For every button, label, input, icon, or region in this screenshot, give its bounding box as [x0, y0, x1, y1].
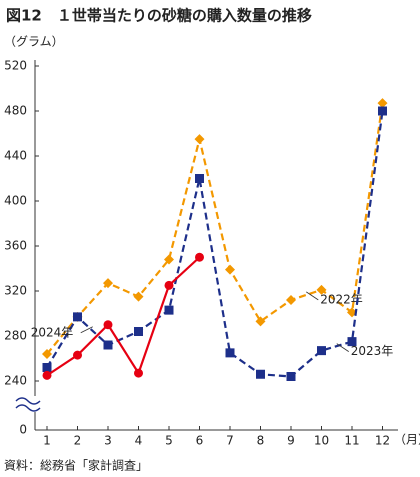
- x-tick-label: 10: [314, 434, 329, 448]
- marker: [164, 305, 174, 315]
- marker: [164, 254, 174, 265]
- x-tick-label: 4: [135, 434, 143, 448]
- marker: [195, 252, 204, 262]
- axis-break: [15, 397, 41, 405]
- x-axis-label: （月）: [394, 433, 420, 447]
- marker: [316, 284, 327, 295]
- marker: [195, 174, 204, 183]
- marker: [103, 278, 113, 289]
- marker: [73, 312, 82, 322]
- y-tick-label: 240: [4, 374, 27, 388]
- x-tick-label: 9: [287, 434, 295, 448]
- y-tick-label: 320: [4, 284, 27, 298]
- marker: [103, 340, 113, 350]
- marker: [42, 349, 52, 359]
- chart-title: 図12 １世帯当たりの砂糖の購入数量の推移: [6, 7, 312, 25]
- legend-label: 2024年: [31, 325, 74, 339]
- legend-leader: [306, 291, 319, 301]
- marker: [286, 372, 296, 381]
- x-tick-label: 3: [104, 434, 112, 448]
- legend-label: 2022年: [320, 292, 363, 306]
- x-tick-label: 5: [165, 434, 173, 448]
- y-tick-label: 440: [4, 149, 27, 163]
- source: 資料：総務省「家計調査」: [4, 458, 148, 473]
- x-tick-label: 8: [257, 434, 265, 448]
- marker: [133, 291, 144, 302]
- marker: [377, 98, 388, 109]
- legend-leader: [336, 343, 349, 352]
- marker: [317, 346, 326, 356]
- marker: [134, 368, 143, 378]
- legend-label: 2023年: [351, 344, 394, 358]
- series-line: [46, 256, 201, 377]
- y-tick-label: 520: [4, 59, 27, 73]
- x-tick-label: 11: [344, 434, 359, 448]
- marker: [255, 316, 266, 327]
- x-tick-label: 1: [43, 434, 51, 448]
- series-line: [46, 102, 384, 355]
- marker: [378, 106, 387, 116]
- marker: [225, 348, 235, 358]
- marker: [103, 320, 113, 330]
- x-tick-label: 6: [196, 434, 204, 448]
- y-tick-label: 480: [4, 104, 27, 118]
- y-tick-label: 0: [19, 423, 27, 437]
- marker: [225, 264, 235, 275]
- marker: [256, 369, 265, 379]
- x-tick-label: 2: [74, 434, 82, 448]
- x-tick-label: 12: [375, 434, 390, 448]
- y-tick-label: 280: [4, 329, 27, 343]
- y-tick-label: 360: [4, 239, 27, 253]
- y-tick-label: 400: [4, 194, 27, 208]
- marker: [347, 337, 357, 347]
- axis-break: [15, 404, 41, 412]
- marker: [73, 350, 82, 360]
- marker: [286, 295, 296, 305]
- x-tick-label: 7: [226, 434, 234, 448]
- marker: [194, 134, 205, 145]
- marker: [42, 363, 52, 372]
- y-axis-label: （グラム）: [4, 35, 64, 49]
- legend-leader: [80, 326, 93, 334]
- marker: [134, 327, 143, 336]
- series-line: [46, 110, 384, 378]
- marker: [42, 370, 52, 380]
- marker: [164, 280, 174, 290]
